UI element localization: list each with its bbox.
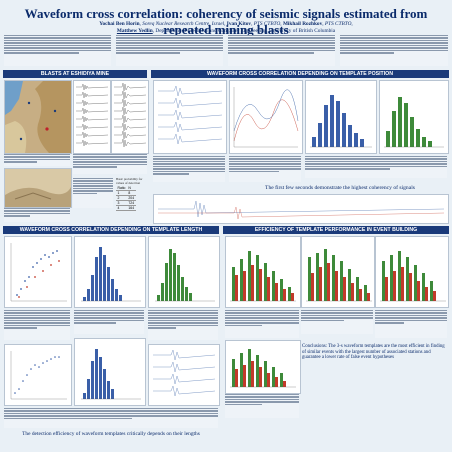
efficiency-chart-2 <box>301 236 375 308</box>
mine-map <box>5 81 71 153</box>
length-plot-3 <box>148 236 220 308</box>
conclusion-text: Conclusions: The 3-s waveform templates … <box>302 344 445 361</box>
waveforms-panel-1 <box>73 80 111 154</box>
histogram-length-a <box>81 247 141 302</box>
length-caption-3 <box>148 310 218 340</box>
photo-caption <box>4 208 70 222</box>
bar-chart-efficiency-c <box>380 251 446 302</box>
efficiency-chart-4 <box>225 340 301 394</box>
position-caption-1 <box>153 156 225 182</box>
efficiency-caption-1 <box>225 310 299 338</box>
correlation-traces <box>158 200 445 220</box>
table-title: Basic probability for values of detectio… <box>116 177 143 185</box>
length-plot-6 <box>148 344 220 406</box>
length-plot-5 <box>74 338 146 406</box>
map-caption <box>4 154 70 166</box>
station-marker <box>53 109 57 113</box>
length-plot-4 <box>4 344 72 406</box>
mine-map-panel <box>4 80 72 154</box>
position-plot-3 <box>305 80 377 154</box>
mine-location-marker <box>45 127 49 131</box>
section-header-blasts: BLASTS AT ESHIDIYA MINE <box>3 70 147 78</box>
length-caption-2 <box>74 310 144 334</box>
author-line: Yochai Ben Horin, Soreq Nuclear Research… <box>0 21 452 27</box>
section-header-template-position: WAVEFORM CROSS CORRELATION DEPENDING ON … <box>151 70 449 78</box>
poster-title: Waveform cross correlation: coherency of… <box>24 6 428 37</box>
author-1-affiliation: , Soreq Nuclear Research Centre, Israel, <box>139 21 226 27</box>
waveforms-length <box>153 349 216 397</box>
scatter-plot-length-b <box>10 351 67 400</box>
intro-column-1 <box>4 35 111 66</box>
table-row: 4 164 <box>116 205 136 211</box>
seismogram-stack-1 <box>76 83 109 147</box>
position-caption-2 <box>229 156 301 182</box>
efficiency-caption-4 <box>225 394 299 418</box>
waveforms-caption <box>73 154 147 174</box>
affiliation-line: Matthew Yedlin, Department of Electrical… <box>0 28 452 34</box>
histogram-length-b <box>155 249 215 302</box>
author-3: Mikhail Rozhkov <box>282 21 323 27</box>
length-plot-2 <box>74 236 146 308</box>
author-3-affiliation: , PTS CTBTO, <box>322 21 353 27</box>
section-header-event-building: EFFICIENCY OF TEMPLATE PERFORMANCE IN EV… <box>223 226 449 234</box>
histogram-plot-c <box>310 95 372 148</box>
correlation-plot-b <box>233 87 299 148</box>
bar-chart-efficiency-b <box>306 249 372 302</box>
station-marker <box>19 137 23 141</box>
intro-column-4 <box>340 35 448 66</box>
position-plot-2 <box>229 80 303 154</box>
seismogram-stack-2 <box>114 82 147 148</box>
scatter-plot-length <box>10 243 67 302</box>
mine-photo-image <box>5 169 71 207</box>
bar-chart-efficiency-d <box>230 349 296 388</box>
efficiency-caption-2 <box>301 310 373 334</box>
probability-text <box>73 178 113 208</box>
author-4-affiliation: , Department of Electrical and Computer … <box>152 27 336 34</box>
efficiency-chart-3 <box>375 236 449 308</box>
probability-table-container: Basic probability for values of detectio… <box>116 177 148 211</box>
table-row: Ratio N <box>116 185 136 191</box>
author-1: Yochai Ben Horin <box>99 21 140 27</box>
histogram-length-c <box>81 349 141 400</box>
author-2: Ivan Kitov <box>226 21 252 27</box>
waveforms-panel-2 <box>111 80 149 154</box>
coherency-note: The first few seconds demonstrate the hi… <box>265 185 415 191</box>
length-caption-4 <box>4 408 218 428</box>
histogram-plot-d <box>384 97 444 148</box>
mine-photo <box>4 168 72 208</box>
position-plot-4 <box>379 80 449 154</box>
waveform-plot-a <box>158 85 223 145</box>
position-plot-5 <box>153 194 449 224</box>
efficiency-caption-3 <box>375 310 447 338</box>
position-caption-3 <box>305 156 447 178</box>
length-caption-1 <box>4 310 70 340</box>
intro-column-2 <box>116 35 223 66</box>
table-row: 2 204 <box>116 195 136 201</box>
station-marker <box>27 101 31 105</box>
author-2-affiliation: , PTS CTBTO, <box>251 21 282 27</box>
table-row: 3 724 <box>116 200 136 206</box>
length-plot-1 <box>4 236 72 308</box>
efficiency-chart-1 <box>225 236 301 308</box>
bar-chart-efficiency-a <box>230 251 296 302</box>
position-plot-1 <box>153 80 227 154</box>
intro-column-3 <box>228 35 335 66</box>
author-4: Matthew Yedlin <box>116 27 153 34</box>
section-header-template-length: WAVEFORM CROSS CORRELATION DEPENDING ON … <box>3 226 219 234</box>
bottom-summary: The detection efficiency of waveform tem… <box>22 431 200 437</box>
